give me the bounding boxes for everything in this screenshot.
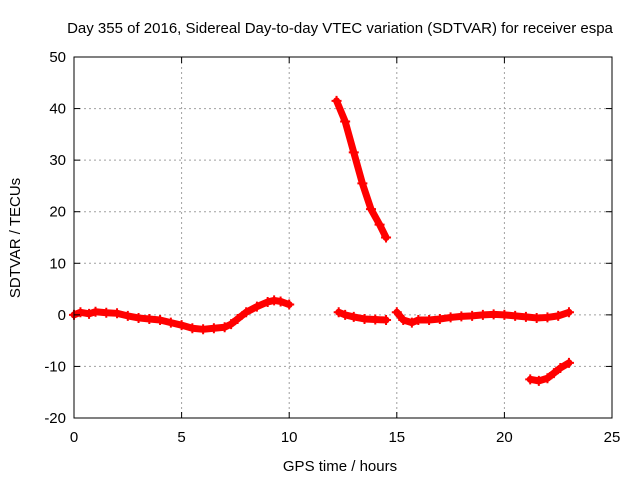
data-point-marker [348, 311, 359, 322]
data-point-marker [262, 296, 273, 307]
x-tick-label: 5 [177, 429, 185, 446]
data-point-marker [187, 323, 198, 334]
data-point-marker [357, 178, 368, 189]
data-point-marker [467, 310, 478, 321]
data-point-marker [555, 362, 566, 373]
data-point-marker [333, 307, 344, 318]
data-point-marker [398, 315, 409, 326]
series-segment-2 [331, 95, 392, 243]
chart-title: Day 355 of 2016, Sidereal Day-to-day VTE… [67, 20, 613, 37]
y-tick-label: -10 [44, 358, 66, 375]
data-point-marker [90, 306, 101, 317]
data-point-marker [251, 301, 262, 312]
data-point-marker [456, 311, 467, 322]
data-point-marker [563, 307, 574, 318]
data-point-marker [510, 310, 521, 321]
data-point-marker [553, 310, 564, 321]
data-point-marker [348, 147, 359, 158]
data-point-marker [241, 307, 252, 318]
series-segment-3 [333, 307, 392, 326]
grid [74, 57, 612, 418]
y-tick-label: 40 [49, 101, 66, 118]
y-tick-label: 50 [49, 49, 66, 66]
data-point-marker [548, 368, 559, 379]
data-point-marker [208, 323, 219, 334]
y-tick-label: -20 [44, 410, 66, 427]
data-point-marker [488, 309, 499, 320]
data-point-marker [232, 313, 243, 324]
data-point-marker [542, 312, 553, 323]
data-point-marker [284, 299, 295, 310]
data-point-marker [165, 317, 176, 328]
data-point-marker [374, 219, 385, 230]
data-point-marker [477, 309, 488, 320]
data-point-marker [542, 373, 553, 384]
data-point-marker [499, 309, 510, 320]
data-point-marker [406, 317, 417, 328]
x-axis-label: GPS time / hours [283, 458, 397, 475]
data-point-marker [520, 311, 531, 322]
data-point-marker [133, 312, 144, 323]
data-point-marker [413, 315, 424, 326]
series-segment-5 [525, 357, 574, 386]
data-point-marker [219, 322, 230, 333]
data-point-marker [275, 296, 286, 307]
data-point-marker [391, 307, 402, 318]
data-series [69, 95, 574, 386]
data-point-marker [101, 307, 112, 318]
data-point-marker [75, 307, 86, 318]
data-point-marker [84, 308, 95, 319]
y-axis-label: SDTVAR / TECUs [7, 178, 24, 298]
data-point-marker [198, 324, 209, 335]
data-point-marker [176, 320, 187, 331]
axis-ticks: 0 5 10 15 20 25 -20 -10 0 10 20 30 40 50 [44, 49, 620, 446]
data-point-marker [424, 315, 435, 326]
series-segment-4 [391, 307, 574, 328]
data-point-marker [381, 232, 392, 243]
x-tick-label: 20 [496, 429, 513, 446]
data-point-marker [381, 315, 392, 326]
data-point-marker [112, 308, 123, 319]
data-point-marker [370, 314, 381, 325]
data-point-marker [563, 357, 574, 368]
y-tick-label: 20 [49, 204, 66, 221]
x-tick-label: 15 [388, 429, 405, 446]
data-point-marker [525, 374, 536, 385]
data-point-marker [155, 315, 166, 326]
data-point-marker [434, 313, 445, 324]
x-tick-label: 0 [70, 429, 78, 446]
series-segment-1 [69, 295, 295, 335]
data-point-marker [122, 310, 133, 321]
data-point-marker [331, 95, 342, 106]
x-tick-label: 25 [604, 429, 621, 446]
data-point-marker [226, 319, 237, 330]
data-point-marker [533, 375, 544, 386]
data-point-marker [365, 204, 376, 215]
data-point-marker [340, 309, 351, 320]
data-point-marker [445, 312, 456, 323]
data-point-marker [531, 312, 542, 323]
y-tick-label: 0 [58, 307, 66, 324]
y-tick-label: 10 [49, 255, 66, 272]
plot-frame [73, 56, 613, 419]
data-point-marker [269, 295, 280, 306]
data-point-marker [359, 313, 370, 324]
data-point-marker [144, 313, 155, 324]
x-tick-label: 10 [281, 429, 298, 446]
data-point-marker [340, 116, 351, 127]
y-tick-label: 30 [49, 152, 66, 169]
